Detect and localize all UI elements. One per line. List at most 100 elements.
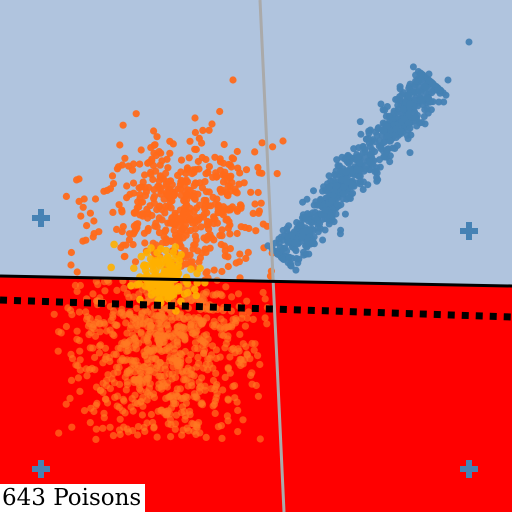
clean-point: [356, 172, 364, 180]
clean-point: [359, 143, 367, 151]
poison-point: [198, 184, 206, 192]
poison-point: [208, 234, 216, 242]
clean-point: [392, 134, 400, 141]
clean-point: [328, 197, 336, 205]
poison-point: [252, 227, 260, 235]
poison-point: [190, 285, 199, 294]
poison-point: [245, 308, 253, 316]
poison-point: [208, 120, 216, 128]
clean-point: [442, 91, 450, 99]
clean-point: [399, 89, 407, 97]
poison-point: [191, 344, 199, 353]
poison-point: [192, 216, 201, 224]
poison-point: [244, 248, 252, 256]
clean-point: [293, 255, 301, 262]
clean-point: [356, 118, 364, 126]
poison-point: [209, 376, 218, 385]
poison-point: [83, 222, 91, 230]
clean-point: [299, 228, 307, 236]
poison-point: [144, 210, 152, 218]
poison-point: [136, 320, 144, 328]
clean-point: [325, 183, 333, 191]
poison-point: [183, 164, 191, 172]
poison-point: [102, 395, 110, 403]
poison-point: [224, 364, 232, 372]
clean-point: [387, 137, 395, 145]
clean-point: [303, 195, 311, 203]
clean-point: [382, 149, 390, 157]
poison-point: [144, 374, 153, 382]
poison-point: [120, 284, 128, 292]
clean-point: [339, 190, 347, 198]
poison-point: [167, 433, 175, 441]
poison-point: [224, 253, 232, 261]
clean-point: [359, 186, 367, 193]
poison-point: [89, 290, 97, 298]
poison-point: [225, 205, 233, 213]
poison-point: [129, 331, 137, 339]
poison-point: [196, 264, 204, 273]
poison-point: [114, 344, 122, 352]
poison-point: [164, 191, 172, 199]
poison-point: [136, 160, 144, 168]
poison-point: [210, 220, 218, 228]
clean-point: [444, 76, 452, 84]
poison-point: [158, 216, 166, 224]
poison-point: [247, 188, 255, 196]
poison-point: [170, 226, 178, 234]
poison-point: [193, 204, 201, 212]
poison-point: [75, 308, 83, 316]
poison-point: [106, 423, 114, 431]
poison-point: [234, 164, 242, 172]
clean-point: [273, 250, 281, 258]
poison-point: [85, 331, 93, 339]
poison-point: [162, 394, 170, 402]
poison-point: [218, 209, 226, 218]
poison-point: [95, 349, 103, 357]
clean-point: [341, 210, 349, 218]
poison-point: [255, 169, 263, 177]
clean-point: [336, 162, 343, 170]
clean-point: [332, 167, 340, 175]
clean-point: [284, 238, 292, 245]
dotted-boundary: [0, 296, 512, 321]
clean-point: [435, 98, 443, 106]
poison-point: [241, 223, 249, 232]
poison-point: [179, 426, 187, 434]
poison-point: [231, 382, 239, 390]
poison-point: [172, 236, 180, 244]
poison-point: [76, 387, 84, 395]
poison-point: [198, 399, 206, 407]
poison-point: [131, 375, 139, 383]
poison-point: [103, 376, 111, 384]
poison-point: [132, 345, 140, 353]
poison-point: [54, 347, 62, 355]
poison-point: [100, 414, 108, 422]
poison-point: [184, 313, 192, 321]
poison-point: [127, 403, 135, 411]
poison-point: [137, 330, 145, 338]
poison-point: [254, 392, 262, 400]
poison-point: [104, 371, 112, 379]
poison-point: [224, 224, 232, 232]
clean-point: [315, 201, 323, 209]
poison-point: [110, 240, 118, 249]
poison-point: [214, 423, 222, 431]
poison-point: [149, 175, 157, 184]
clean-point: [406, 149, 414, 157]
clean-point: [371, 168, 379, 176]
clean-point: [377, 145, 385, 153]
poison-point: [220, 140, 228, 149]
plus-icon: [32, 209, 50, 227]
poison-point: [211, 397, 219, 405]
poison-point: [118, 208, 126, 216]
plus-icon: [460, 460, 478, 478]
clean-point: [361, 153, 369, 161]
poison-point: [188, 192, 196, 200]
poison-point: [132, 337, 140, 345]
poison-point: [169, 354, 178, 362]
poison-point: [68, 423, 76, 431]
poison-point: [177, 251, 185, 259]
